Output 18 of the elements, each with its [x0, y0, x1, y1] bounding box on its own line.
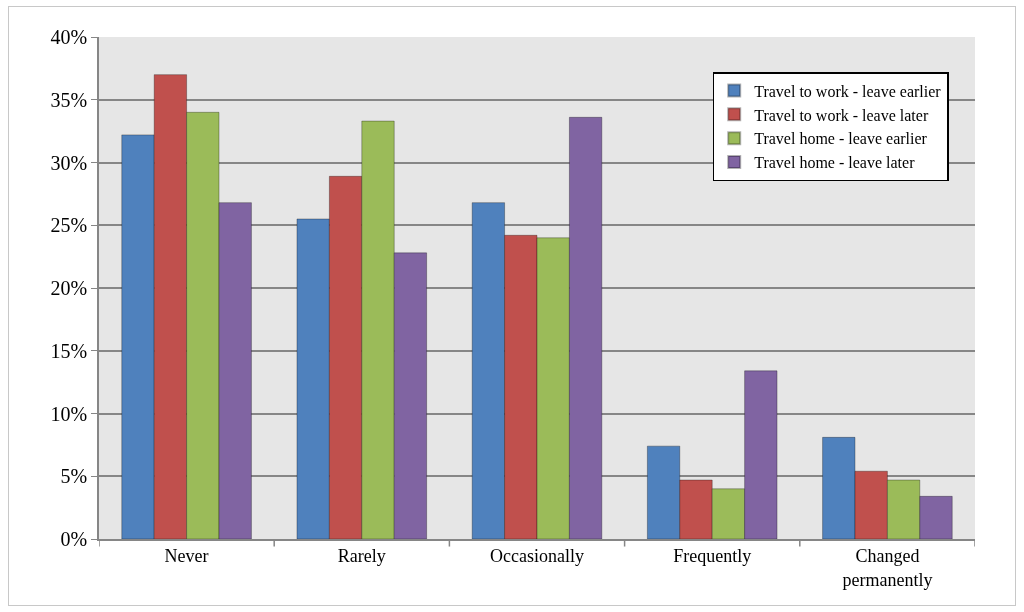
x-tick-label: Never	[164, 546, 209, 567]
y-tick-label: 10%	[50, 402, 88, 425]
legend-label: Travel home - leave later	[754, 154, 916, 172]
y-tick-label: 0%	[60, 528, 88, 550]
y-tick-label: 40%	[50, 26, 88, 48]
y-tick-label: 20%	[50, 277, 88, 299]
y-tick-label: 15%	[50, 339, 88, 362]
y-tick-label: 25%	[50, 214, 88, 237]
legend-label: Travel to work - leave earlier	[754, 82, 942, 100]
y-tick-label: 5%	[60, 465, 88, 488]
y-tick-label: 35%	[50, 88, 88, 111]
x-tick-label: Changed permanently	[842, 546, 933, 590]
legend-label: Travel home - leave earlier	[754, 130, 928, 148]
x-tick-label: Occasionally	[490, 546, 584, 567]
x-tick-label: Frequently	[673, 546, 752, 567]
y-tick-label: 30%	[50, 151, 88, 174]
x-tick-label: Rarely	[337, 546, 386, 567]
legend-label: Travel to work - leave later	[754, 106, 929, 124]
